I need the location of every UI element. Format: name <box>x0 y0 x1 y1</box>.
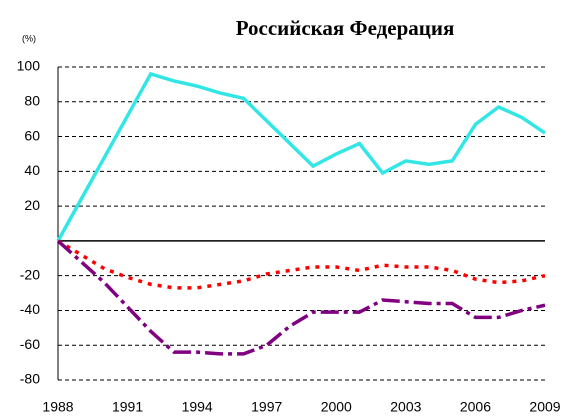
line-series <box>56 71 546 242</box>
y-tick-label: -40 <box>20 301 40 317</box>
x-tick-label: 2006 <box>460 399 491 415</box>
x-tick-label: 1997 <box>251 399 282 415</box>
y-axis-label: (%) <box>22 33 36 43</box>
y-tick-label: 80 <box>24 92 40 108</box>
y-tick-label: -80 <box>20 371 40 387</box>
y-tick-label: 60 <box>24 127 40 143</box>
y-tick-label: -20 <box>20 266 40 282</box>
x-tick-label: 1994 <box>182 399 213 415</box>
line-series <box>56 239 546 356</box>
line-series <box>57 239 546 290</box>
y-tick-label: 100 <box>17 58 41 74</box>
y-tick-label: 40 <box>24 162 40 178</box>
chart-title: Российская Федерация <box>236 16 455 40</box>
x-tick-label: 1991 <box>112 399 143 415</box>
y-tick-label: -60 <box>20 336 40 352</box>
x-tick-label: 2003 <box>390 399 421 415</box>
x-tick-label: 1988 <box>42 399 73 415</box>
x-tick-label: 2000 <box>321 399 352 415</box>
y-tick-label: 20 <box>24 197 40 213</box>
x-tick-label: 2009 <box>529 399 560 415</box>
